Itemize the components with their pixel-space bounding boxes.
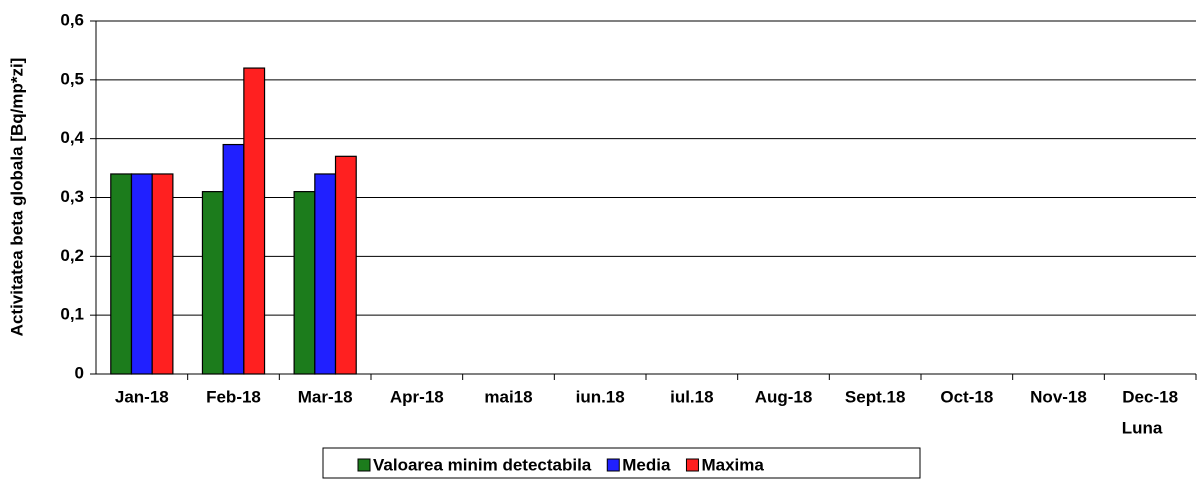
bar <box>293 191 316 375</box>
x-tick-label: Apr-18 <box>390 387 444 406</box>
x-tick-label: Sept.18 <box>845 387 905 406</box>
bar <box>314 173 337 375</box>
x-axis-label: Luna <box>1122 418 1163 437</box>
y-tick-label: 0,4 <box>60 128 84 147</box>
legend-label: Media <box>622 455 671 474</box>
legend-label: Valoarea minim detectabila <box>373 455 592 474</box>
y-axis-label: Activitatea beta globala [Bq/mp*zi] <box>7 58 26 337</box>
x-tick-label: Mar-18 <box>298 387 353 406</box>
x-tick-label: Nov-18 <box>1030 387 1087 406</box>
legend-swatch <box>685 458 699 472</box>
x-tick-label: Oct-18 <box>940 387 993 406</box>
legend-label: Maxima <box>701 455 764 474</box>
bar <box>151 173 174 375</box>
y-tick-label: 0,1 <box>60 305 84 324</box>
bar <box>334 155 357 375</box>
legend-swatch <box>606 458 620 472</box>
x-tick-label: iun.18 <box>576 387 625 406</box>
bar <box>130 173 153 375</box>
x-tick-label: iul.18 <box>670 387 713 406</box>
x-tick-label: Aug-18 <box>755 387 813 406</box>
y-tick-label: 0,2 <box>60 246 84 265</box>
x-tick-label: mai18 <box>484 387 532 406</box>
bar <box>222 143 245 375</box>
bar <box>201 191 224 375</box>
y-tick-label: 0,3 <box>60 187 84 206</box>
bar <box>243 67 266 375</box>
y-tick-label: 0,6 <box>60 10 84 29</box>
y-tick-label: 0,5 <box>60 69 84 88</box>
bar <box>110 173 133 375</box>
legend-box <box>322 447 921 479</box>
legend-swatch <box>357 458 371 472</box>
y-tick-label: 0 <box>75 363 84 382</box>
x-tick-label: Feb-18 <box>206 387 261 406</box>
x-tick-label: Jan-18 <box>115 387 169 406</box>
x-tick-label: Dec-18 <box>1122 387 1178 406</box>
